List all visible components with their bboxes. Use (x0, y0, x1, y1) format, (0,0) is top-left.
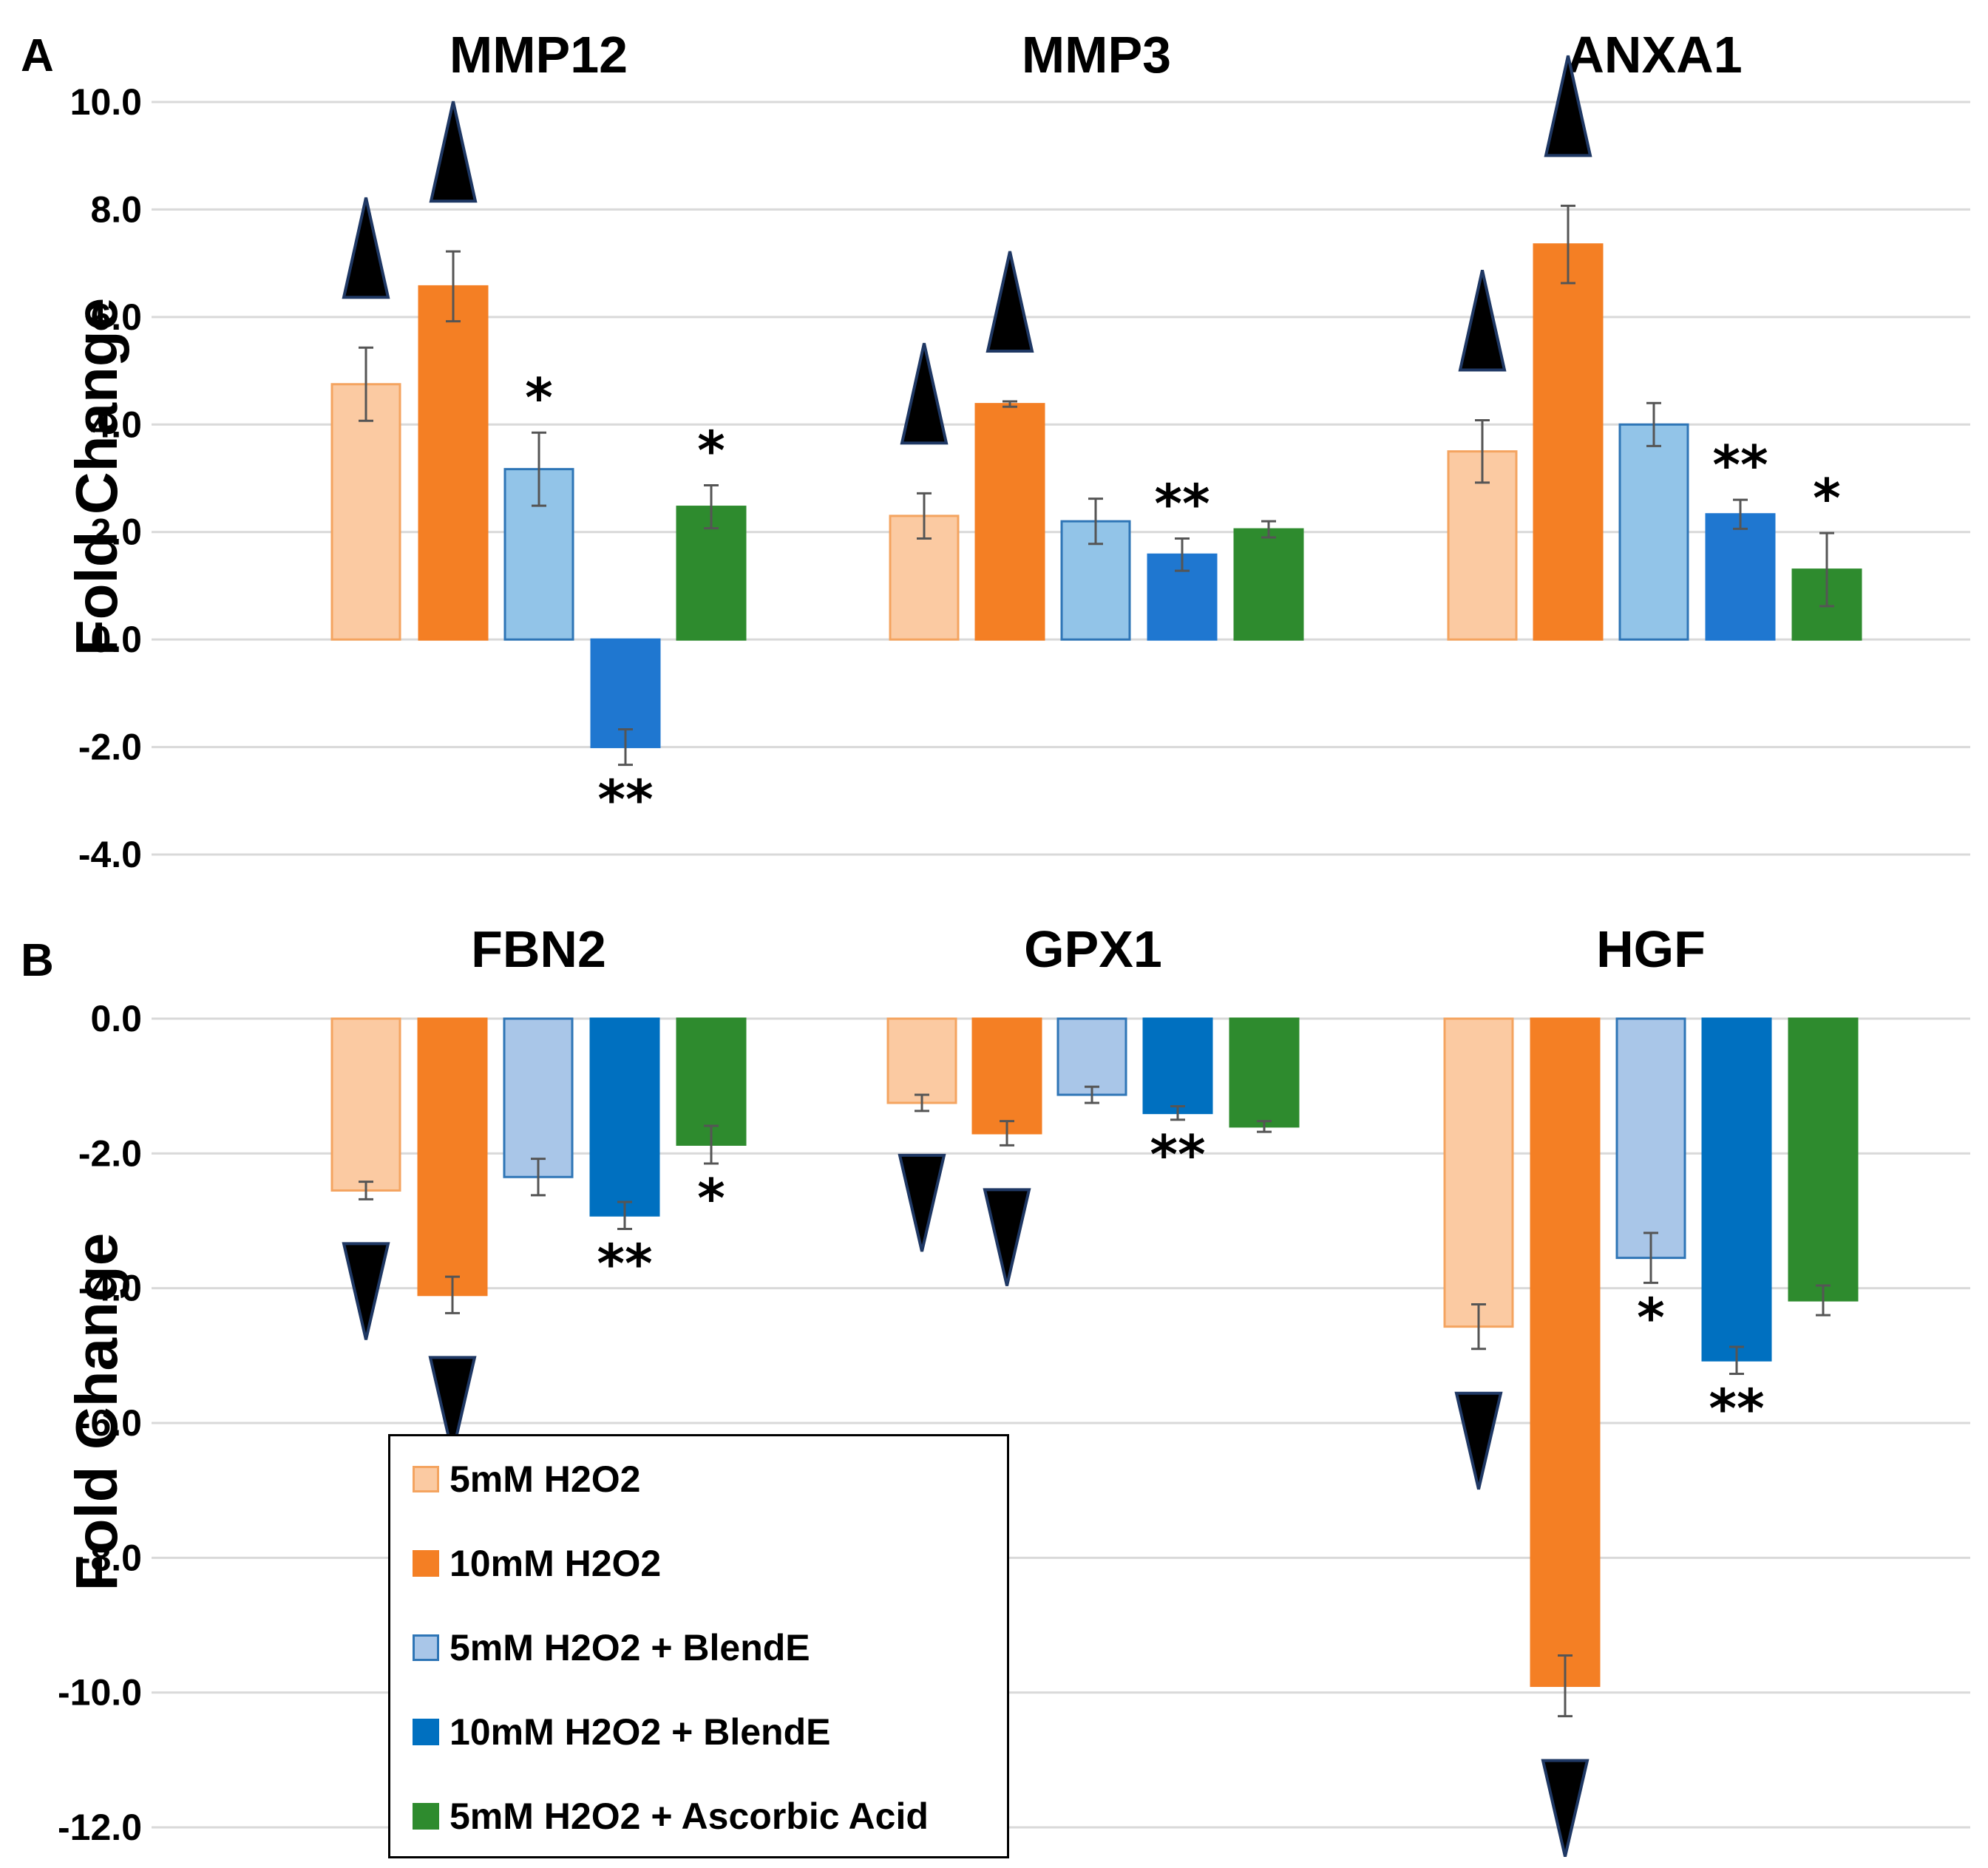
bar-hgf-5mm-h2o2-ascorbic-acid (1788, 1017, 1859, 1302)
legend-item-10mm-h2o2: 10mM H2O2 (413, 1541, 661, 1586)
significance-label: ** (1154, 472, 1210, 534)
bar-anxa1-10mm-h2o2 (1533, 243, 1604, 641)
significance-label: ** (597, 769, 653, 831)
down-arrow-icon (898, 1153, 946, 1252)
significance-label: * (697, 419, 725, 481)
y-tick-label: -12.0 (58, 1807, 142, 1848)
gene-title-gpx1: GPX1 (1024, 920, 1162, 978)
y-tick-label: 0.0 (90, 619, 142, 660)
bar-hgf-10mm-h2o2-blende (1701, 1017, 1772, 1362)
down-arrow-icon (1454, 1391, 1503, 1490)
bar-fbn2-5mm-h2o2-ascorbic-acid (676, 1017, 747, 1146)
legend-item-5mm-blende: 5mM H2O2 + BlendE (413, 1626, 810, 1670)
down-arrow-icon (1541, 1759, 1590, 1858)
gene-title-hgf: HGF (1596, 920, 1706, 978)
y-tick-label: 2.0 (90, 512, 142, 553)
legend-swatch-5mm-blende (413, 1634, 439, 1661)
legend-item-5mm-h2o2: 5mM H2O2 (413, 1457, 640, 1501)
bar-gpx1-5mm-h2o2-blende (1056, 1017, 1127, 1096)
bar-mmp3-10mm-h2o2 (974, 403, 1045, 641)
legend-swatch-ascorbic-acid (413, 1803, 439, 1830)
legend-swatch-10mm-blende (413, 1719, 439, 1745)
y-tick-label: -10.0 (58, 1672, 142, 1714)
significance-label: * (697, 1167, 725, 1229)
y-tick-label: -8.0 (78, 1537, 142, 1578)
gene-title-fbn2: FBN2 (471, 920, 606, 978)
panel-b-chart: 0.0 -2.0 -4.0 -6.0 -8.0 -10.0 -12.0 Fold Change… (58, 920, 1970, 1858)
bar-hgf-10mm-h2o2 (1530, 1017, 1601, 1688)
up-arrow-icon (429, 101, 478, 203)
bar-gpx1-10mm-h2o2-blende (1142, 1017, 1213, 1115)
legend-item-10mm-blende: 10mM H2O2 + BlendE (413, 1710, 830, 1754)
gene-title-mmp12: MMP12 (449, 26, 628, 84)
bar-mmp12-10mm-h2o2 (418, 285, 489, 641)
significance-label: ** (597, 1232, 652, 1294)
bar-hgf-5mm-h2o2-blende (1615, 1017, 1686, 1260)
y-tick-label: -6.0 (78, 1402, 142, 1444)
legend-swatch-10mm-h2o2 (413, 1550, 439, 1577)
up-arrow-icon (900, 342, 949, 445)
y-tick-label: -2.0 (78, 727, 142, 768)
bar-anxa1-5mm-h2o2-blende (1618, 423, 1689, 641)
bar-fbn2-5mm-h2o2 (330, 1017, 401, 1192)
down-arrow-icon (342, 1242, 390, 1340)
down-arrow-icon (428, 1356, 477, 1454)
legend-label: 10mM H2O2 + BlendE (449, 1711, 831, 1753)
bar-gpx1-5mm-h2o2-ascorbic-acid (1229, 1017, 1300, 1128)
up-arrow-icon (1544, 55, 1592, 157)
legend-label: 5mM H2O2 (449, 1458, 641, 1500)
significance-label: * (525, 367, 553, 429)
legend-label: 5mM H2O2 + BlendE (449, 1627, 810, 1668)
legend-label: 5mM H2O2 + Ascorbic Acid (449, 1796, 929, 1837)
y-axis-title: Fold Change (64, 1233, 129, 1591)
up-arrow-icon (985, 251, 1034, 353)
up-arrow-icon (342, 197, 390, 299)
y-tick-label: 6.0 (90, 296, 142, 338)
significance-label: * (1813, 467, 1841, 529)
significance-label: ** (1712, 434, 1768, 496)
y-tick-label: 8.0 (90, 189, 142, 230)
bar-fbn2-10mm-h2o2 (417, 1017, 488, 1297)
down-arrow-icon (983, 1188, 1031, 1286)
legend-item-ascorbic-acid: 5mM H2O2 + Ascorbic Acid (413, 1794, 929, 1838)
y-tick-label: -4.0 (78, 834, 142, 875)
y-tick-label: 0.0 (90, 998, 142, 1039)
y-axis-title: Fold Change (64, 298, 129, 656)
gene-title-mmp3: MMP3 (1022, 26, 1171, 84)
legend-swatch-5mm-h2o2 (413, 1466, 439, 1492)
significance-label: * (1637, 1286, 1665, 1348)
y-tick-label: -2.0 (78, 1132, 142, 1174)
significance-label: ** (1709, 1377, 1764, 1439)
y-tick-label: 4.0 (90, 404, 142, 445)
panel-a-chart: 10.0 8.0 6.0 4.0 2.0 0.0 -2.0 -4.0 Fold Change MM… (64, 26, 1970, 875)
bar-gpx1-10mm-h2o2 (971, 1017, 1042, 1135)
bar-hgf-5mm-h2o2 (1443, 1017, 1514, 1328)
bar-anxa1-10mm-h2o2-blende (1705, 513, 1776, 641)
bar-gpx1-5mm-h2o2 (886, 1017, 957, 1104)
bar-fbn2-5mm-h2o2-blende (503, 1017, 574, 1178)
y-tick-label: -4.0 (78, 1268, 142, 1309)
y-tick-label: 10.0 (70, 81, 142, 123)
up-arrow-icon (1458, 270, 1507, 372)
legend: 5mM H2O2 10mM H2O2 5mM H2O2 + BlendE 10m… (388, 1434, 1009, 1858)
legend-label: 10mM H2O2 (449, 1543, 662, 1584)
significance-label: ** (1150, 1124, 1205, 1186)
panel-b-letter: B (21, 935, 54, 986)
bar-mmp12-5mm-h2o2 (330, 383, 401, 641)
panel-a-letter: A (21, 30, 54, 81)
bar-mmp3-5mm-h2o2-ascorbic-acid (1233, 528, 1304, 641)
gene-title-anxa1: ANXA1 (1567, 26, 1742, 84)
bar-fbn2-10mm-h2o2-blende (589, 1017, 660, 1217)
